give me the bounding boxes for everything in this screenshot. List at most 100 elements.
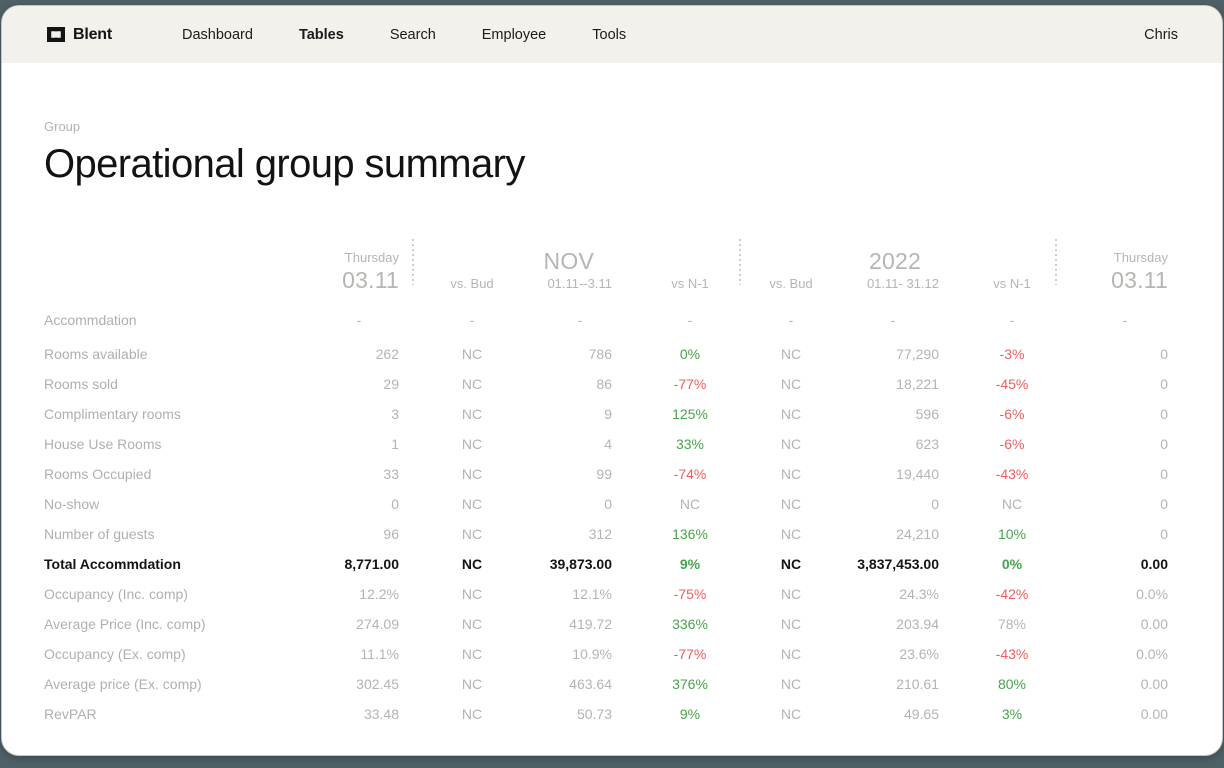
cell: 0.0% bbox=[1136, 646, 1168, 662]
cell: 0.00 bbox=[1140, 676, 1168, 692]
cell: 0 bbox=[1160, 376, 1168, 392]
row-label: Occupancy (Ex. comp) bbox=[44, 646, 186, 662]
cell: 0.00 bbox=[1140, 616, 1168, 632]
row-label: RevPAR bbox=[44, 706, 97, 722]
cell: 9 bbox=[604, 406, 612, 422]
cell: -75% bbox=[673, 586, 707, 602]
cell: NC bbox=[780, 646, 802, 662]
cell: NC bbox=[461, 466, 483, 482]
cell: 262 bbox=[375, 346, 399, 362]
cell: NC bbox=[780, 676, 802, 692]
cell: NC bbox=[780, 466, 802, 482]
operational-summary-table: Thursday 03.11 vs. Bud NOV 01.11--3.11 v… bbox=[44, 237, 1180, 729]
row-label: Complimentary rooms bbox=[44, 406, 181, 422]
cell: 0 bbox=[931, 496, 939, 512]
cell: 29 bbox=[383, 376, 399, 392]
cell: 0.00 bbox=[1140, 556, 1168, 572]
cell: NC bbox=[780, 706, 802, 722]
cell: 274.09 bbox=[356, 616, 399, 632]
row-label: Total Accommdation bbox=[44, 556, 181, 572]
cell: 0 bbox=[1160, 346, 1168, 362]
cell: NC bbox=[780, 616, 802, 632]
cell: 596 bbox=[915, 406, 939, 422]
header-divider bbox=[412, 239, 414, 285]
cell: - bbox=[1122, 312, 1128, 328]
cell: 12.1% bbox=[572, 586, 612, 602]
row-label: Rooms sold bbox=[44, 376, 118, 392]
header-col-vs-bud-year: vs. Bud bbox=[769, 276, 813, 291]
nav-item-dashboard[interactable]: Dashboard bbox=[182, 26, 253, 43]
cell: 0 bbox=[1160, 526, 1168, 542]
header-col-month: NOV 01.11--3.11 bbox=[543, 248, 612, 291]
nav-item-employee[interactable]: Employee bbox=[481, 26, 547, 43]
nav-item-search[interactable]: Search bbox=[389, 26, 436, 43]
table-row: RevPAR 33.48 NC 50.73 9% NC 49.65 3% 0.00 bbox=[44, 699, 1180, 729]
row-label: Rooms available bbox=[44, 346, 148, 362]
cell: -74% bbox=[673, 466, 707, 482]
cell: 463.64 bbox=[569, 676, 612, 692]
table-row: Occupancy (Ex. comp) 11.1% NC 10.9% -77% NC 23… bbox=[44, 639, 1180, 669]
user-menu[interactable]: Chris bbox=[1144, 26, 1178, 43]
nav-item-tables[interactable]: Tables bbox=[298, 26, 344, 43]
cell: 19,440 bbox=[896, 466, 939, 482]
cell: -77% bbox=[673, 646, 707, 662]
table-row: Number of guests 96 NC 312 136% NC 24,210 10% 0 bbox=[44, 519, 1180, 549]
cell: 3 bbox=[391, 406, 399, 422]
brand-name: Blent bbox=[73, 25, 113, 43]
cell: 33 bbox=[383, 466, 399, 482]
cell: 0 bbox=[1160, 406, 1168, 422]
cell: 39,873.00 bbox=[549, 556, 612, 572]
cell: NC bbox=[780, 586, 802, 602]
cell: 24.3% bbox=[899, 586, 939, 602]
header-col-vs-bud-month: vs. Bud bbox=[450, 276, 494, 291]
cell: 50.73 bbox=[576, 706, 612, 722]
table-row: Average price (Ex. comp) 302.45 NC 463.64 37… bbox=[44, 669, 1180, 699]
cell: -43% bbox=[995, 466, 1029, 482]
cell: 9% bbox=[679, 556, 701, 572]
cell: NC bbox=[461, 376, 483, 392]
cell: 623 bbox=[915, 436, 939, 452]
cell: 49.65 bbox=[903, 706, 939, 722]
brand[interactable]: Blent bbox=[46, 26, 112, 44]
cell: 33.48 bbox=[363, 706, 399, 722]
cell: -3% bbox=[999, 346, 1025, 362]
primary-nav: Dashboard Tables Search Employee Tools bbox=[182, 27, 626, 43]
cell: -77% bbox=[673, 376, 707, 392]
cell: - bbox=[890, 312, 896, 328]
cell: NC bbox=[461, 436, 483, 452]
cell: - bbox=[687, 312, 693, 328]
nav-item-tools[interactable]: Tools bbox=[592, 26, 627, 43]
cell: 3% bbox=[1001, 706, 1023, 722]
cell: 336% bbox=[672, 616, 708, 632]
cell: 23.6% bbox=[899, 646, 939, 662]
page-title: Operational group summary bbox=[44, 142, 525, 186]
cell: 9% bbox=[679, 706, 701, 722]
cell: NC bbox=[780, 556, 802, 572]
cell: 210.61 bbox=[896, 676, 939, 692]
header-col-vs-n1-month: vs N-1 bbox=[671, 276, 709, 291]
cell: 0 bbox=[1160, 436, 1168, 452]
table-row: Rooms available 262 NC 786 0% NC 77,290 -3% 0 bbox=[44, 339, 1180, 369]
cell: 312 bbox=[588, 526, 612, 542]
row-label: No-show bbox=[44, 496, 100, 512]
cell: 78% bbox=[997, 616, 1027, 632]
cell: 0% bbox=[679, 346, 701, 362]
header-divider bbox=[739, 239, 741, 285]
cell: NC bbox=[780, 496, 802, 512]
cell: NC bbox=[461, 706, 483, 722]
cell: -43% bbox=[995, 646, 1029, 662]
cell: NC bbox=[780, 346, 802, 362]
cell: 18,221 bbox=[896, 376, 939, 392]
cell: 0 bbox=[1160, 496, 1168, 512]
cell: NC bbox=[780, 436, 802, 452]
cell: 376% bbox=[672, 676, 708, 692]
cell: 136% bbox=[672, 526, 708, 542]
cell: NC bbox=[780, 376, 802, 392]
cell: NC bbox=[461, 556, 483, 572]
cell: 0% bbox=[1001, 556, 1023, 572]
cell: - bbox=[356, 312, 362, 328]
app-window: Blent Dashboard Tables Search Employee Tools… bbox=[1, 5, 1223, 756]
table-row: No-show 0 NC 0 NC NC 0 NC 0 bbox=[44, 489, 1180, 519]
table-header: Thursday 03.11 vs. Bud NOV 01.11--3.11 v… bbox=[44, 237, 1180, 293]
header-divider bbox=[1055, 239, 1057, 285]
